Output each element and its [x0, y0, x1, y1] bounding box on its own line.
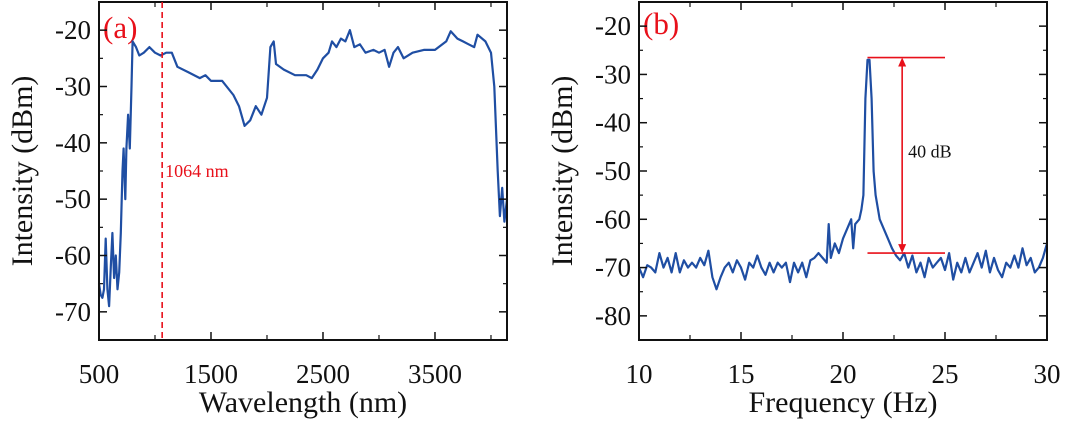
panel-b-label: (b) [643, 6, 679, 41]
plot-frame [98, 1, 508, 341]
panel-a-y-axis-title: Intensity (dBm) [6, 76, 39, 267]
x-tick-label: 500 [79, 359, 120, 389]
snr-40db-annotation: 40 dB [908, 142, 952, 162]
y-tick-label: -70 [595, 253, 631, 283]
data-line-a [97, 29, 509, 308]
y-tick-label: -60 [55, 241, 91, 271]
y-tick-label: -50 [595, 156, 631, 186]
data-line-b [637, 58, 1049, 291]
x-tick-label: 3500 [408, 359, 462, 389]
wavelength-1064-annotation: 1064 nm [165, 161, 229, 181]
y-tick-label: -40 [595, 108, 631, 138]
panel-b-y-axis-title: Intensity (dBm) [546, 76, 579, 267]
x-tick-label: 10 [626, 359, 653, 389]
panel-b-x-axis-title: Frequency (Hz) [748, 386, 937, 419]
y-tick-label: -60 [595, 204, 631, 234]
x-tick-label: 25 [932, 359, 959, 389]
panel-a-spectrum: (a) Intensity (dBm) Wavelength (nm) 1064… [6, 1, 509, 419]
arrow-head-up-icon [898, 57, 907, 67]
y-tick-label: -80 [595, 301, 631, 331]
y-tick-label: -30 [55, 72, 91, 102]
x-tick-label: 20 [830, 359, 857, 389]
y-tick-label: -20 [55, 15, 91, 45]
y-tick-label: -70 [55, 297, 91, 327]
y-tick-label: -50 [55, 184, 91, 214]
y-tick-label: -20 [595, 11, 631, 41]
x-tick-label: 15 [728, 359, 755, 389]
panel-a-x-axis-title: Wavelength (nm) [199, 386, 407, 419]
panel-b-rf-spectrum: (b) Intensity (dBm) Frequency (Hz) 40 dB… [546, 1, 1061, 419]
arrow-head-down-icon [898, 244, 907, 254]
x-tick-label: 1500 [184, 359, 238, 389]
x-tick-label: 2500 [296, 359, 350, 389]
panel-a-label: (a) [103, 10, 137, 45]
y-tick-label: -30 [595, 59, 631, 89]
plot-frame [638, 1, 1048, 341]
y-tick-label: -40 [55, 128, 91, 158]
x-tick-label: 30 [1034, 359, 1061, 389]
